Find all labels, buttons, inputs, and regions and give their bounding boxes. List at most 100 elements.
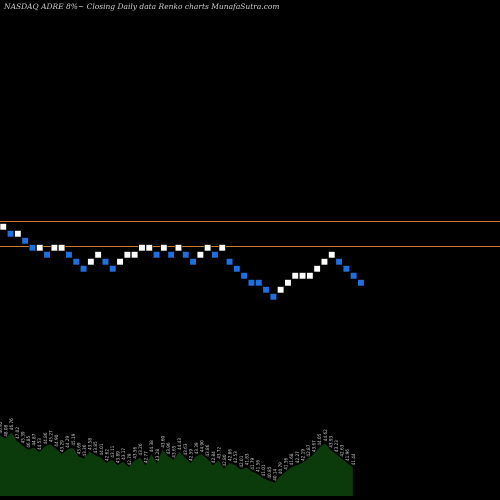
- volume-label: 42.19: [300, 449, 305, 461]
- volume-label: 44.90: [54, 434, 59, 446]
- volume-label: 44.01: [99, 443, 104, 455]
- up-brick: [160, 244, 168, 252]
- up-brick: [138, 244, 146, 252]
- down-brick: [101, 258, 109, 266]
- volume-label: 41.79: [250, 457, 255, 469]
- volume-label: 43.69: [76, 442, 81, 454]
- volume-label: 43.93: [328, 435, 333, 447]
- volume-label: 45.27: [48, 430, 53, 442]
- down-brick: [335, 258, 343, 266]
- volume-label: 42.86: [228, 449, 233, 461]
- volume-label: 43.36: [82, 444, 87, 456]
- up-brick: [145, 244, 153, 252]
- up-brick: [131, 251, 139, 259]
- down-brick: [153, 251, 161, 259]
- volume-label: 40.79: [278, 462, 283, 474]
- volume-label: 45.39: [20, 431, 25, 443]
- volume-label: 43.96: [166, 442, 171, 454]
- up-brick: [306, 272, 314, 280]
- volume-label: 41.01: [261, 464, 266, 476]
- volume-label: 43.39: [194, 442, 199, 454]
- volume-label: 44.53: [37, 438, 42, 450]
- up-brick: [0, 223, 7, 231]
- up-brick: [174, 244, 182, 252]
- renko-bricks: [0, 223, 365, 301]
- volume-label: 42.87: [306, 444, 311, 456]
- down-brick: [28, 244, 37, 252]
- down-brick: [342, 265, 350, 273]
- volume-label: 42.59: [188, 449, 193, 461]
- volume-label: 43.58: [88, 438, 93, 450]
- volume-label: 44.43: [177, 438, 182, 450]
- volume-label: 41.44: [351, 453, 356, 465]
- volume-label: 42.79: [127, 453, 132, 465]
- up-brick: [87, 258, 95, 266]
- up-brick: [277, 286, 285, 294]
- volume-label: 42.27: [295, 451, 300, 463]
- volume-label: 43.11: [110, 445, 115, 457]
- volume-label: 43.17: [121, 448, 126, 460]
- volume-label: 41.83: [244, 453, 249, 465]
- volume-label: 47.02: [15, 427, 20, 439]
- volume-label: 42.62: [104, 449, 109, 461]
- up-brick: [218, 244, 226, 252]
- volume-label: 46.76: [9, 418, 14, 430]
- down-brick: [255, 279, 263, 287]
- down-brick: [7, 230, 15, 238]
- up-brick: [284, 279, 292, 287]
- volume-label: 43.65: [172, 445, 177, 457]
- volume-label: 44.29: [65, 435, 70, 447]
- volume-label: 42.80: [222, 454, 227, 466]
- down-brick: [262, 286, 270, 294]
- volume-area: [0, 432, 353, 496]
- volume-label: 43.63: [183, 443, 188, 455]
- volume-label: 45.19: [71, 433, 76, 445]
- up-brick: [36, 244, 44, 252]
- volume-label: 42.01: [239, 455, 244, 467]
- volume-label: 43.67: [312, 440, 317, 452]
- down-brick: [167, 251, 175, 259]
- up-brick: [14, 230, 22, 238]
- up-brick: [116, 258, 124, 266]
- reference-lines: [0, 221, 500, 247]
- volume-label: 43.72: [216, 446, 221, 458]
- up-brick: [320, 258, 329, 266]
- down-brick: [109, 265, 117, 273]
- volume-label: 42.63: [340, 444, 345, 456]
- down-brick: [226, 258, 234, 266]
- volume-label: 43.28: [155, 449, 160, 461]
- volume-label: 44.90: [200, 440, 205, 452]
- volume-label: 43.23: [334, 440, 339, 452]
- down-brick: [357, 279, 365, 287]
- volume-label: 41.56: [256, 460, 261, 472]
- up-brick: [328, 251, 336, 259]
- up-brick: [313, 265, 321, 273]
- volume-label: 44.62: [323, 429, 328, 441]
- down-brick: [21, 237, 29, 245]
- volume-label: 43.29: [60, 440, 65, 452]
- volume-label: 42.84: [211, 451, 216, 463]
- down-brick: [43, 251, 51, 259]
- up-brick: [58, 244, 66, 252]
- down-brick: [211, 251, 219, 259]
- volume-label: 40.85: [267, 466, 272, 478]
- down-brick: [189, 258, 197, 266]
- volume-label: 44.87: [32, 433, 37, 445]
- volume-label: 43.85: [93, 441, 98, 453]
- volume-label: 46.92: [0, 421, 3, 433]
- volume-label: 43.60: [160, 435, 165, 447]
- volume-label: 43.86: [205, 444, 210, 456]
- down-brick: [247, 279, 255, 287]
- down-brick: [233, 265, 241, 273]
- down-brick: [80, 265, 88, 273]
- volume-label: 43.89: [116, 451, 121, 463]
- up-brick: [204, 244, 212, 252]
- volume-label: 42.53: [233, 451, 238, 463]
- up-brick: [50, 244, 58, 252]
- volume-label: 48.08: [4, 424, 9, 436]
- volume-label: 41.96: [345, 449, 350, 461]
- volume-label: 42.77: [144, 451, 149, 463]
- up-brick: [291, 272, 299, 280]
- down-brick: [269, 293, 277, 301]
